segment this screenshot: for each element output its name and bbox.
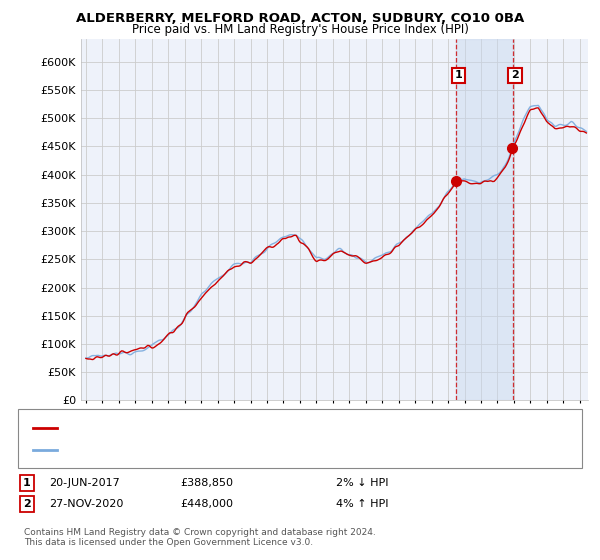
Text: 2% ↓ HPI: 2% ↓ HPI: [336, 478, 389, 488]
Text: 2: 2: [511, 71, 519, 80]
Text: ALDERBERRY, MELFORD ROAD, ACTON, SUDBURY, CO10 0BA: ALDERBERRY, MELFORD ROAD, ACTON, SUDBURY…: [76, 12, 524, 25]
Text: 1: 1: [23, 478, 31, 488]
Text: £448,000: £448,000: [180, 499, 233, 509]
Text: 20-JUN-2017: 20-JUN-2017: [49, 478, 120, 488]
Text: 2: 2: [23, 499, 31, 509]
Text: ALDERBERRY, MELFORD ROAD, ACTON, SUDBURY, CO10 0BA (detached house): ALDERBERRY, MELFORD ROAD, ACTON, SUDBURY…: [60, 423, 472, 433]
Text: £388,850: £388,850: [180, 478, 233, 488]
Text: HPI: Average price, detached house, Babergh: HPI: Average price, detached house, Babe…: [60, 445, 297, 455]
Text: Price paid vs. HM Land Registry's House Price Index (HPI): Price paid vs. HM Land Registry's House …: [131, 23, 469, 36]
Bar: [456, 39, 512, 400]
Text: 1: 1: [454, 71, 462, 80]
Text: 4% ↑ HPI: 4% ↑ HPI: [336, 499, 389, 509]
Text: Contains HM Land Registry data © Crown copyright and database right 2024.
This d: Contains HM Land Registry data © Crown c…: [24, 528, 376, 547]
Text: 27-NOV-2020: 27-NOV-2020: [49, 499, 124, 509]
